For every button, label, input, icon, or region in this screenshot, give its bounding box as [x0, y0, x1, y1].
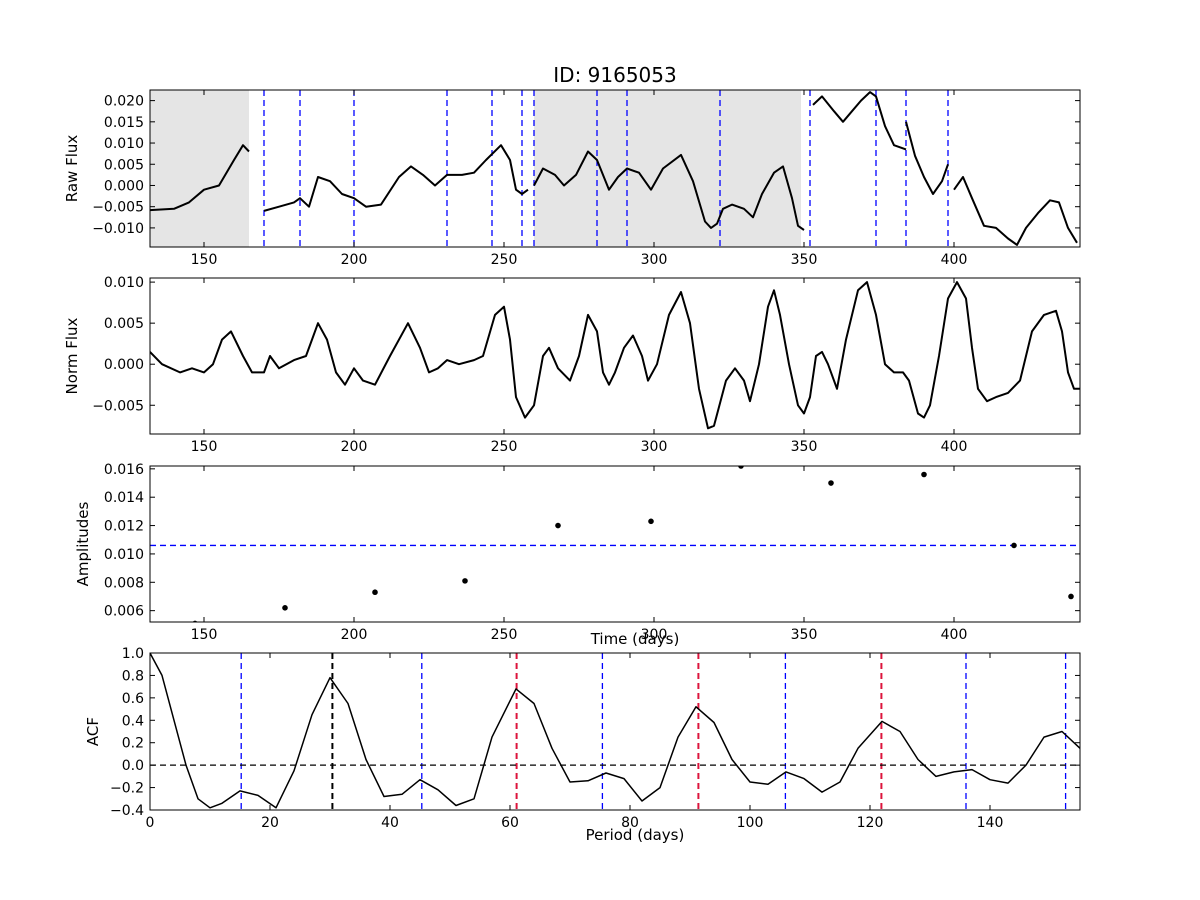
scatter-point	[738, 466, 744, 469]
y-tick-label: 0.010	[104, 547, 144, 563]
shaded-region	[534, 90, 801, 247]
axes-frame	[149, 652, 1081, 811]
y-tick-label: 0.016	[104, 462, 144, 478]
x-tick-label: 200	[341, 439, 368, 455]
scatter-point	[462, 578, 468, 584]
scatter-point	[648, 518, 654, 525]
x-tick-label: 350	[791, 627, 818, 643]
y-axis-label: Amplitudes	[74, 501, 92, 586]
x-tick-label: 300	[641, 627, 668, 643]
panel-acf: 0 20 40 60 80 100 120 140 −0.4 −0.2 0.0 0.2 0.4 0.6 0.…	[84, 646, 1081, 844]
x-tick-label: 0	[146, 815, 155, 831]
y-tick-label: 0.020	[104, 94, 144, 110]
series-line-segment	[150, 144, 250, 212]
x-tick-label: 100	[737, 815, 764, 831]
x-tick-label: 250	[491, 627, 518, 643]
x-tick-label: 200	[341, 627, 368, 643]
x-tick-label: 300	[641, 252, 668, 268]
x-tick-label: 20	[261, 815, 279, 831]
figure-title: ID: 9165053	[553, 63, 676, 87]
scatter-point	[282, 605, 288, 611]
x-tick-label: 400	[941, 627, 968, 643]
axes-frame	[149, 277, 1081, 435]
x-tick-label: 400	[941, 439, 968, 455]
plot-area	[150, 466, 1080, 622]
x-tick-label: 80	[621, 815, 639, 831]
y-tick-label: 0.2	[122, 736, 144, 752]
scatter-point	[1068, 593, 1074, 600]
scatter-point	[921, 471, 927, 478]
y-tick-label: −0.010	[92, 221, 144, 237]
y-tick-label: −0.005	[92, 200, 144, 216]
y-axis-label: Raw Flux	[63, 135, 81, 203]
x-tick-label: 250	[491, 439, 518, 455]
scatter-point	[192, 620, 198, 622]
series-line	[150, 653, 1080, 809]
series-line-segment	[812, 91, 907, 151]
panel-norm-flux: 150 200 250 300 350 400 −0.005 0.000 0.005 0.010 N…	[63, 275, 1081, 455]
x-tick-label: 140	[977, 815, 1004, 831]
y-tick-label: −0.4	[110, 803, 144, 819]
y-tick-label: 0.012	[104, 519, 144, 535]
x-tick-label: 40	[381, 815, 399, 831]
x-tick-label: 150	[191, 439, 218, 455]
y-axis-label: Norm Flux	[63, 317, 81, 394]
y-tick-label: 0.0	[122, 758, 144, 774]
plot-area	[150, 90, 1078, 247]
x-tick-label: 300	[641, 439, 668, 455]
x-tick-label: 150	[191, 627, 218, 643]
x-tick-label: 350	[791, 252, 818, 268]
x-tick-label: 400	[941, 252, 968, 268]
y-tick-label: −0.005	[92, 398, 144, 414]
y-tick-label: 0.000	[104, 357, 144, 373]
y-tick-label: 1.0	[122, 646, 144, 662]
x-axis-label: Time (days)	[590, 630, 680, 648]
series-line-segment	[150, 281, 1080, 430]
x-tick-label: 60	[501, 815, 519, 831]
series-line-segment	[533, 150, 805, 231]
y-tick-label: 0.015	[104, 115, 144, 131]
panel-amplitudes: 150 200 250 300 350 400 0.006 0.008 0.010 0.012 0.…	[74, 462, 1081, 648]
axes-frame	[149, 89, 1081, 248]
scatter-point	[1011, 542, 1017, 549]
y-tick-label: 0.005	[104, 316, 144, 332]
y-tick-label: 0.006	[104, 604, 144, 620]
scatter-point	[372, 589, 378, 596]
y-tick-label: 0.010	[104, 275, 144, 291]
scatter-point	[828, 480, 834, 486]
y-tick-label: 0.008	[104, 575, 144, 591]
x-tick-label: 150	[191, 252, 218, 268]
x-tick-label: 250	[491, 252, 518, 268]
y-axis-label: ACF	[84, 717, 102, 746]
shaded-region	[150, 90, 249, 247]
y-tick-label: 0.000	[104, 178, 144, 194]
series-line-segment	[263, 144, 529, 212]
plot-area	[150, 281, 1080, 430]
x-tick-label: 200	[341, 252, 368, 268]
x-tick-label: 350	[791, 439, 818, 455]
y-tick-label: −0.2	[110, 781, 144, 797]
y-tick-label: 0.010	[104, 136, 144, 152]
y-tick-label: 0.014	[104, 490, 144, 506]
x-tick-label: 120	[857, 815, 884, 831]
series-line-segment	[905, 121, 949, 195]
y-tick-label: 0.005	[104, 157, 144, 173]
y-tick-label: 0.6	[122, 691, 144, 707]
y-tick-label: 0.8	[122, 668, 144, 684]
x-axis-label: Period (days)	[586, 826, 685, 844]
axes-frame	[149, 465, 1081, 623]
plot-area	[150, 653, 1080, 810]
panel-raw-flux: 150 200 250 300 350 400 −0.010 −0.005 0.000 0.005…	[63, 89, 1081, 268]
y-tick-label: 0.4	[122, 713, 144, 729]
scatter-point	[555, 522, 561, 529]
series-line-segment	[953, 176, 1078, 246]
